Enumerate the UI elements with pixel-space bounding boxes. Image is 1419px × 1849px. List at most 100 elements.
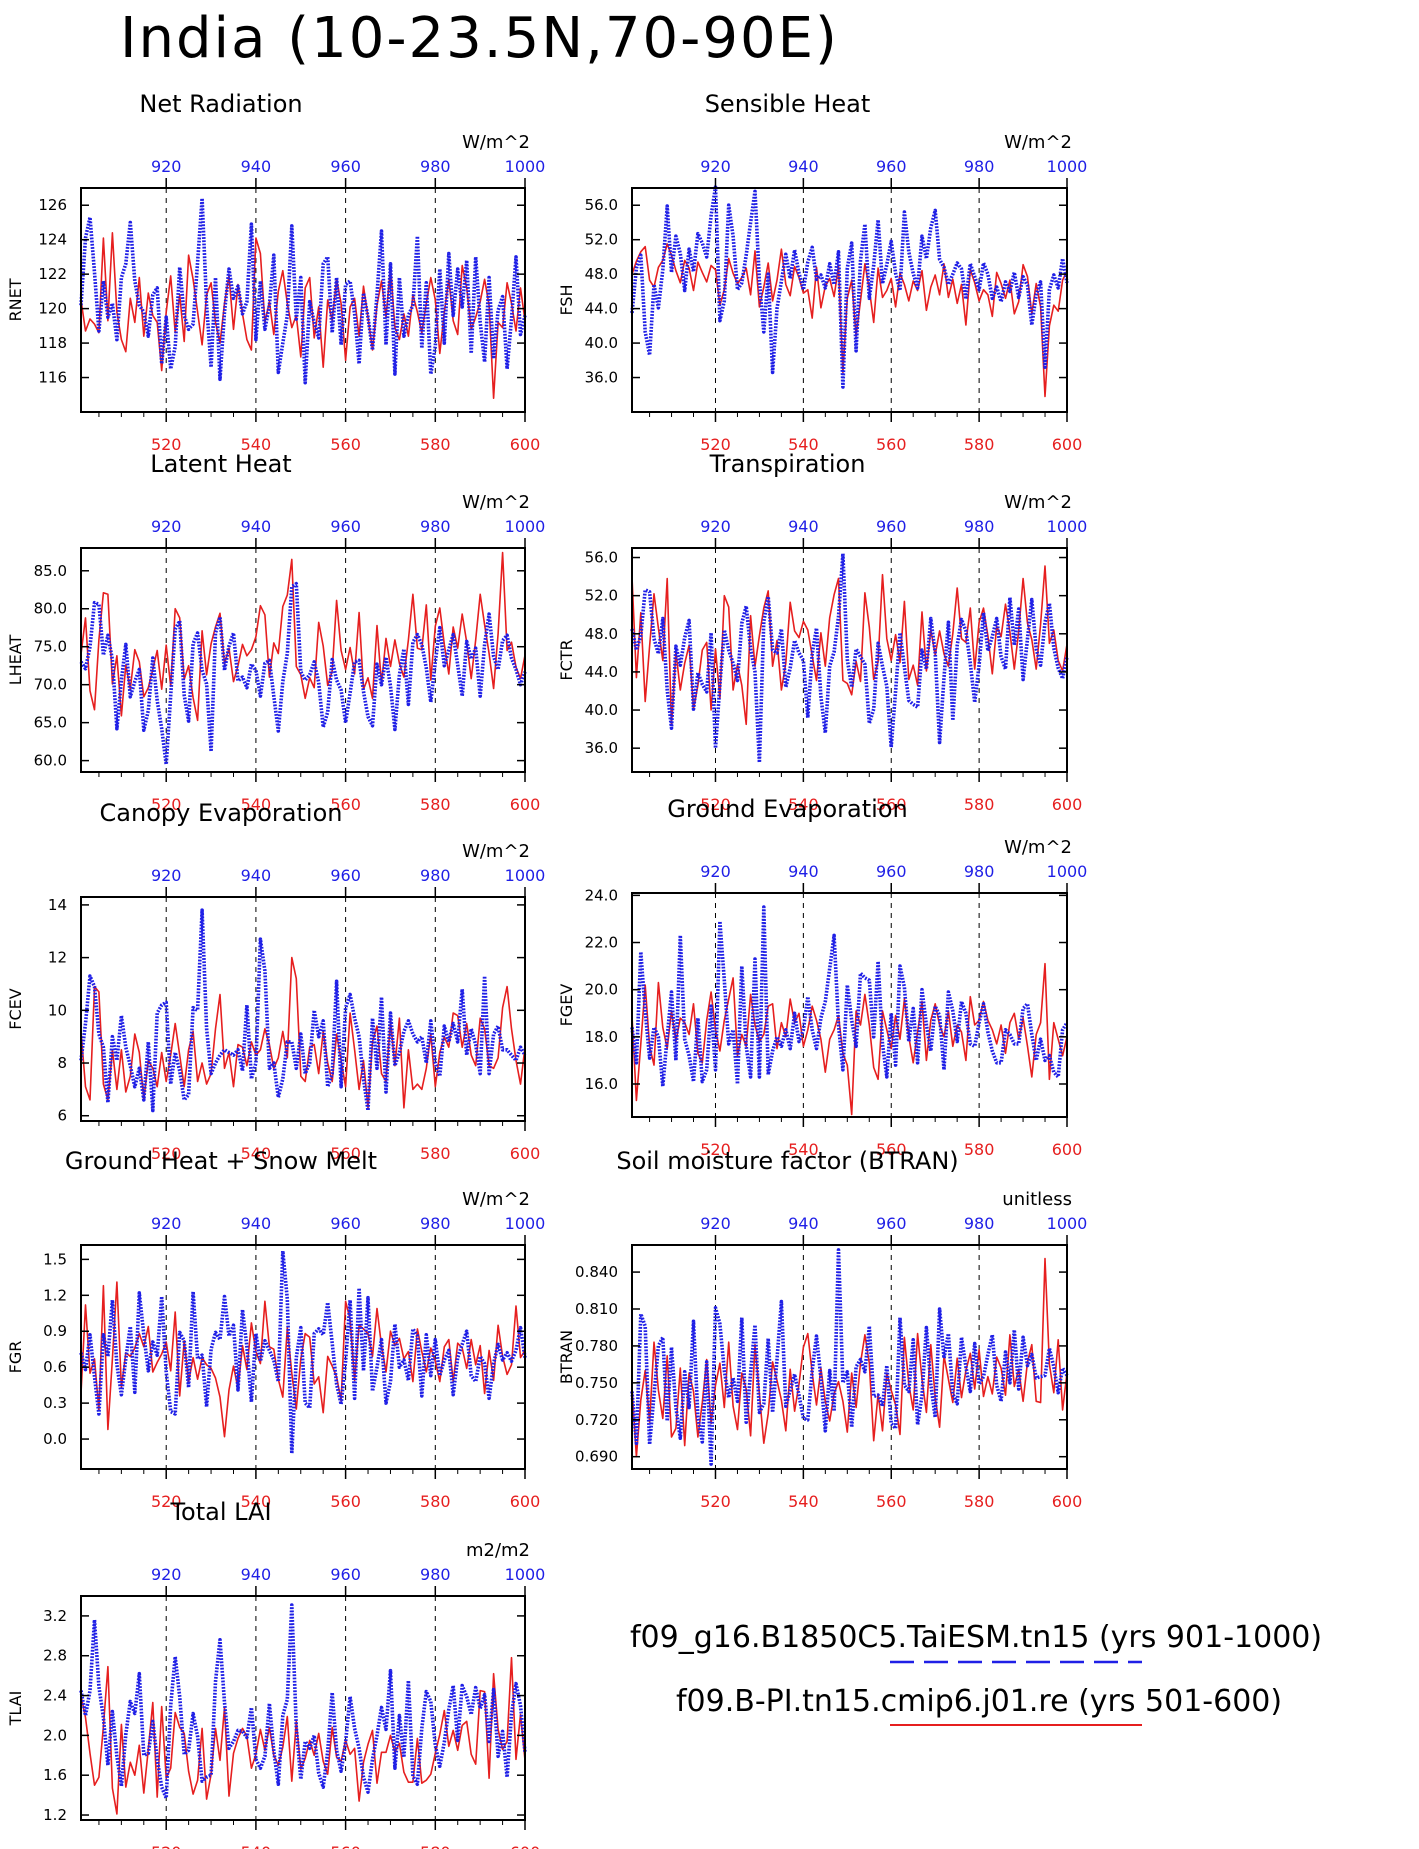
bottom-tick-label: 580 (420, 1492, 451, 1511)
plot-frame (80, 187, 526, 413)
top-tick-label: 940 (241, 517, 272, 536)
y-axis-label: TLAI (6, 1691, 25, 1727)
y-tick-label: 20.0 (585, 981, 618, 999)
y-tick-label: 2.4 (43, 1687, 67, 1705)
bottom-tick-label: 580 (964, 795, 995, 814)
y-tick-label: 12 (48, 949, 67, 967)
y-tick-label: 10 (48, 1001, 67, 1019)
top-tick-label: 940 (241, 1565, 272, 1584)
chart-title: Canopy Evaporation (100, 799, 343, 827)
bottom-tick-label: 540 (788, 795, 819, 814)
top-tick-label: 1000 (1047, 157, 1088, 176)
chart-title: Sensible Heat (705, 90, 871, 118)
chart-panel: Canopy Evaporation W/m^2 FCEV 6 8 10 12 14 520 54… (6, 799, 545, 1163)
bottom-tick-label: 560 (876, 435, 907, 454)
top-tick-label: 960 (876, 517, 907, 536)
top-tick-label: 1000 (1047, 1214, 1088, 1233)
units-label: m2/m2 (466, 1540, 530, 1561)
units-label: W/m^2 (1004, 837, 1072, 858)
chart-panel: Soil moisture factor (BTRAN) unitless BTRA… (557, 1147, 1087, 1511)
bottom-tick-label: 520 (151, 435, 182, 454)
units-label: W/m^2 (1004, 492, 1072, 513)
y-axis-label: FCEV (6, 988, 25, 1029)
series-line-taiesm (79, 196, 527, 385)
top-tick-label: 960 (330, 157, 361, 176)
y-tick-label: 3.2 (43, 1607, 67, 1625)
y-tick-label: 118 (38, 334, 67, 352)
units-label: unitless (1002, 1189, 1072, 1210)
y-tick-label: 2.0 (43, 1726, 67, 1744)
y-axis-label: BTRAN (557, 1330, 576, 1384)
y-tick-label: 0.810 (575, 1300, 618, 1318)
y-tick-label: 126 (38, 196, 67, 214)
top-tick-label: 1000 (505, 157, 546, 176)
top-tick-label: 920 (700, 862, 731, 881)
bottom-tick-label: 520 (700, 1492, 731, 1511)
top-tick-label: 960 (876, 862, 907, 881)
top-tick-label: 980 (964, 862, 995, 881)
top-tick-label: 940 (788, 517, 819, 536)
y-tick-label: 0.750 (575, 1374, 618, 1392)
y-tick-label: 56.0 (585, 549, 618, 567)
bottom-tick-label: 520 (151, 1144, 182, 1163)
bottom-tick-label: 520 (700, 795, 731, 814)
plot-frame (80, 1244, 526, 1470)
bottom-tick-label: 600 (510, 1492, 541, 1511)
chart-title: Ground Evaporation (667, 795, 907, 823)
plot-frame (631, 547, 1068, 773)
top-tick-label: 960 (876, 1214, 907, 1233)
bottom-tick-label: 520 (151, 1843, 182, 1849)
bottom-tick-label: 540 (788, 1492, 819, 1511)
y-tick-label: 75.0 (34, 638, 67, 656)
top-tick-label: 940 (241, 157, 272, 176)
y-tick-label: 0.3 (43, 1394, 67, 1412)
top-tick-label: 920 (700, 157, 731, 176)
top-tick-label: 960 (330, 517, 361, 536)
top-tick-label: 940 (788, 1214, 819, 1233)
chart-title: Transpiration (709, 450, 866, 478)
bottom-tick-label: 600 (510, 1843, 541, 1849)
y-tick-label: 1.6 (43, 1766, 67, 1784)
units-label: W/m^2 (462, 132, 530, 153)
y-tick-label: 16.0 (585, 1075, 618, 1093)
chart-title: Latent Heat (150, 450, 291, 478)
y-tick-label: 40.0 (585, 701, 618, 719)
top-tick-label: 1000 (1047, 862, 1088, 881)
page-title: India (10-23.5N,70-90E) (120, 6, 839, 71)
series-line-taiesm (630, 1248, 1069, 1466)
chart-title: Soil moisture factor (BTRAN) (616, 1147, 958, 1175)
top-tick-label: 920 (151, 157, 182, 176)
chart-title: Net Radiation (139, 90, 302, 118)
chart-panel: Ground Evaporation W/m^2 FGEV 16.0 18.0 20.0 2… (557, 795, 1087, 1159)
y-axis-label: LHEAT (6, 635, 25, 686)
top-tick-label: 980 (420, 157, 451, 176)
bottom-tick-label: 540 (241, 1144, 272, 1163)
bottom-tick-label: 600 (1052, 1140, 1083, 1159)
series-line-taiesm (630, 185, 1069, 389)
top-tick-label: 920 (151, 1214, 182, 1233)
y-tick-label: 0.9 (43, 1322, 67, 1340)
chart-panels: Net RadiationW/m^2RNET116118120122124126… (6, 90, 1087, 1849)
bottom-tick-label: 560 (330, 1144, 361, 1163)
chart-title: Ground Heat + Snow Melt (65, 1147, 377, 1175)
bottom-tick-label: 560 (330, 1492, 361, 1511)
y-tick-label: 52.0 (585, 587, 618, 605)
top-tick-label: 980 (420, 1214, 451, 1233)
y-tick-label: 18.0 (585, 1028, 618, 1046)
top-tick-label: 1000 (505, 866, 546, 885)
y-tick-label: 0.720 (575, 1411, 618, 1429)
top-tick-label: 940 (241, 866, 272, 885)
top-tick-label: 980 (964, 157, 995, 176)
y-tick-label: 65.0 (34, 714, 67, 732)
y-tick-label: 120 (38, 300, 67, 318)
y-tick-label: 22.0 (585, 934, 618, 952)
y-axis-label: RNET (6, 278, 25, 321)
top-tick-label: 1000 (505, 517, 546, 536)
bottom-tick-label: 560 (330, 1843, 361, 1849)
y-tick-label: 80.0 (34, 600, 67, 618)
top-tick-label: 980 (420, 517, 451, 536)
chart-title: Total LAI (169, 1498, 271, 1526)
units-label: W/m^2 (462, 1189, 530, 1210)
series-line-cmip6 (631, 1257, 1068, 1458)
series-line-taiesm (79, 581, 527, 767)
